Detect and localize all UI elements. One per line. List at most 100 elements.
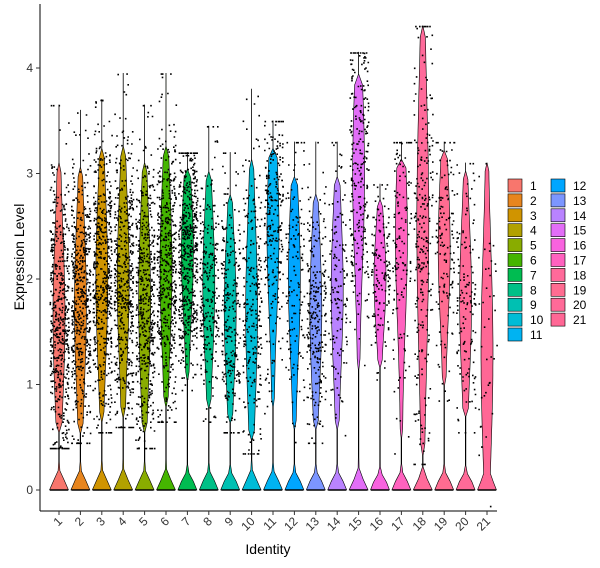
x-tick-label: 14: [324, 514, 344, 534]
y-tick-label: 2: [26, 272, 33, 286]
violin-17: [391, 141, 412, 491]
legend-swatch-14: [550, 208, 566, 223]
x-tick-label: 9: [222, 514, 237, 529]
x-tick-label: 17: [388, 514, 408, 534]
legend-swatch-2: [507, 193, 523, 208]
legend-label-18: 18: [573, 268, 587, 282]
x-tick-label: 6: [157, 514, 172, 529]
legend-label-10: 10: [530, 313, 544, 327]
legend-label-20: 20: [573, 298, 587, 312]
x-ticks: 1 2 3 4 5 6 7 8 9 10 11 12 13 14 15 16 17 18 19 20 21: [50, 511, 493, 534]
legend-swatch-11: [507, 327, 523, 342]
points-8: [199, 126, 220, 423]
y-ticks: 0 1 2 3 4: [26, 61, 40, 497]
legend-label-5: 5: [530, 239, 537, 253]
legend-swatch-16: [550, 238, 566, 252]
points-16: [370, 184, 391, 381]
points-1: [49, 104, 70, 450]
x-tick-label: 18: [410, 514, 430, 534]
legend-swatch-21: [550, 312, 566, 327]
legend-swatch-7: [507, 268, 523, 282]
violin-12: [284, 141, 305, 491]
legend-swatch-17: [550, 253, 566, 267]
y-tick-label: 0: [26, 483, 33, 497]
x-tick-label: 19: [431, 514, 451, 534]
points-10: [242, 95, 263, 455]
legend-label-2: 2: [530, 194, 537, 208]
legend-swatch-13: [550, 193, 566, 208]
y-tick-label: 4: [26, 61, 33, 75]
points-12: [285, 141, 306, 444]
legend-label-12: 12: [573, 179, 587, 193]
x-axis-title: Identity: [245, 541, 290, 557]
y-tick-label: 3: [26, 167, 33, 181]
points-6: [156, 73, 178, 424]
legend-swatch-8: [507, 282, 523, 297]
legend-swatch-19: [550, 282, 566, 297]
points-20: [456, 162, 477, 434]
x-tick-label: 16: [367, 514, 387, 534]
points-9: [220, 152, 242, 434]
violin-20: [455, 162, 476, 491]
legend-label-15: 15: [573, 224, 587, 238]
legend-swatch-5: [507, 238, 523, 252]
legend-label-19: 19: [573, 283, 587, 297]
x-tick-label: 13: [303, 514, 323, 534]
x-tick-label: 3: [93, 514, 108, 529]
legend-label-21: 21: [573, 313, 587, 327]
x-tick-label: 4: [115, 514, 130, 529]
legend-swatch-20: [550, 297, 566, 312]
y-tick-label: 1: [26, 378, 33, 392]
points-4: [113, 73, 135, 429]
legend-label-7: 7: [530, 268, 537, 282]
points-5: [135, 104, 156, 450]
violin-10: [241, 88, 262, 491]
legend-label-9: 9: [530, 298, 537, 312]
points-11: [263, 120, 284, 415]
points-layer: [49, 25, 498, 508]
violin-19: [434, 141, 455, 491]
y-axis-title: Expression Level: [11, 204, 27, 311]
legend-swatch-15: [550, 223, 566, 237]
violin-9: [220, 152, 241, 491]
violin-16: [370, 183, 390, 491]
points-15: [349, 52, 370, 367]
violin-8: [198, 125, 219, 491]
points-18: [413, 25, 434, 466]
legend-label-16: 16: [573, 239, 587, 253]
legend-swatch-6: [507, 253, 523, 267]
x-tick-label: 10: [238, 514, 258, 534]
points-3: [92, 99, 113, 434]
x-tick-label: 1: [50, 514, 65, 529]
x-tick-label: 5: [136, 514, 151, 529]
legend-label-14: 14: [573, 209, 587, 223]
legend-label-1: 1: [530, 179, 537, 193]
x-tick-label: 12: [281, 514, 301, 534]
violin-13: [305, 141, 326, 491]
violin-21: [477, 162, 497, 491]
x-tick-label: 20: [452, 514, 472, 534]
legend-swatch-18: [550, 268, 566, 282]
violin-14: [327, 141, 348, 491]
legend-swatch-9: [507, 297, 523, 312]
legend-swatch-3: [507, 208, 523, 223]
legend-swatch-10: [507, 312, 523, 327]
legend-label-8: 8: [530, 283, 537, 297]
legend-label-13: 13: [573, 194, 587, 208]
violin-2: [70, 109, 91, 491]
legend-label-4: 4: [530, 224, 537, 238]
points-7: [177, 152, 199, 392]
legend-swatch-4: [507, 223, 523, 237]
legend-label-11: 11: [530, 328, 543, 342]
x-tick-label: 15: [345, 514, 365, 534]
legend-swatch-12: [550, 178, 566, 193]
x-tick-label: 11: [260, 514, 279, 533]
legend-label-6: 6: [530, 254, 537, 268]
x-tick-label: 21: [474, 514, 494, 534]
points-13: [306, 141, 327, 445]
x-tick-label: 2: [72, 514, 87, 529]
legend-label-3: 3: [530, 209, 537, 223]
x-tick-label: 7: [179, 514, 194, 529]
